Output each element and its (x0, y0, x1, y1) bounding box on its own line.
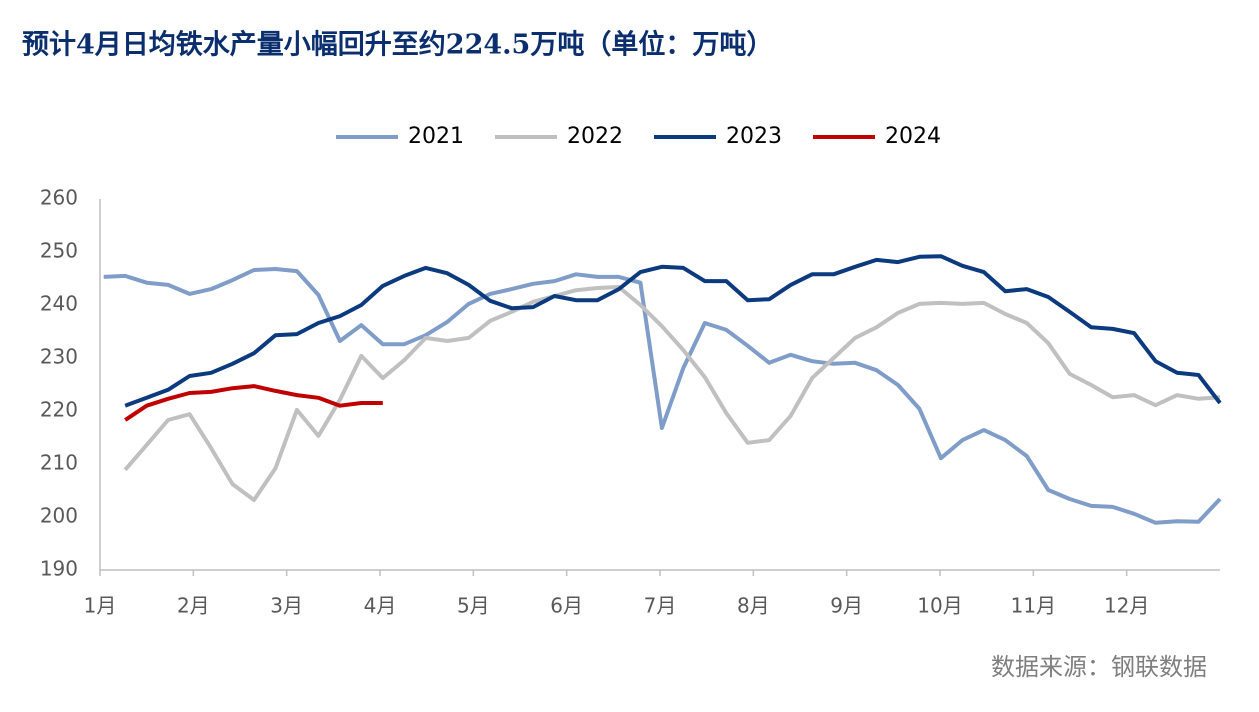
x-tick-label: 8月 (737, 594, 770, 618)
y-tick-label: 200 (40, 504, 78, 528)
x-tick-label: 2月 (177, 594, 210, 618)
x-tick-label: 6月 (550, 594, 583, 618)
x-tick-label: 5月 (457, 594, 490, 618)
x-tick-label: 12月 (1104, 594, 1149, 618)
series-line (124, 384, 383, 422)
x-tick-label: 4月 (364, 594, 397, 618)
y-tick-label: 250 (40, 239, 78, 263)
source: 数据来源：钢联数据 (991, 653, 1207, 681)
y-tick-label: 260 (40, 186, 78, 210)
x-tick-label: 10月 (917, 594, 962, 618)
legend-label: 2022 (567, 124, 623, 149)
x-tick-label: 3月 (270, 594, 303, 618)
y-tick-label: 190 (40, 557, 78, 581)
chart-title: 预计4月日均铁水产量小幅回升至约224.5万吨（单位：万吨） (22, 29, 773, 61)
y-tick-label: 230 (40, 345, 78, 369)
x-tick-label: 9月 (830, 594, 863, 618)
series-line (103, 267, 1222, 525)
x-tick-label: 1月 (84, 594, 117, 618)
y-tick-label: 210 (40, 451, 78, 475)
y-tick-label: 220 (40, 398, 78, 422)
legend-label: 2023 (726, 124, 782, 149)
series-line (123, 285, 1221, 502)
series-line (124, 254, 1222, 408)
legend-label: 2024 (885, 124, 941, 149)
legend-label: 2021 (408, 124, 464, 149)
y-tick-label: 240 (40, 292, 78, 316)
x-tick-label: 11月 (1011, 594, 1056, 618)
x-tick-label: 7月 (644, 594, 677, 618)
